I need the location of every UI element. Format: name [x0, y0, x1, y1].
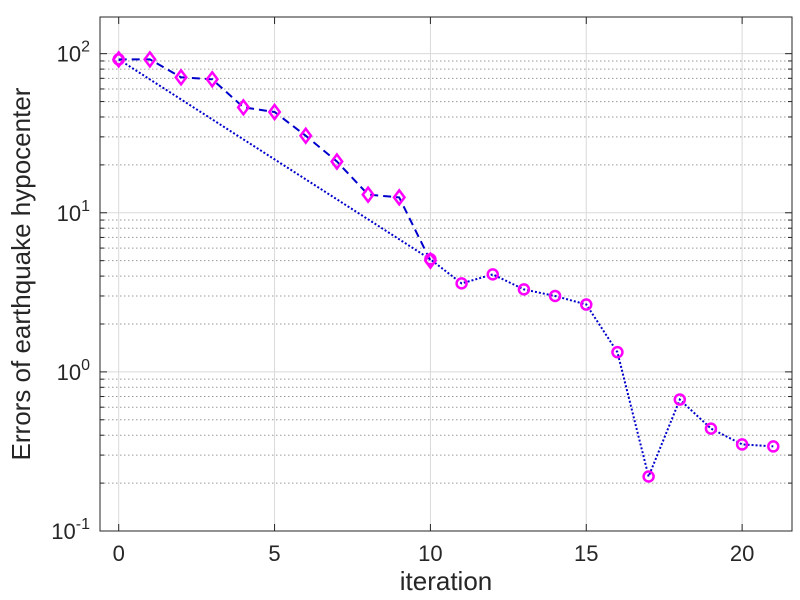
circle-marker [548, 289, 562, 303]
x-tick-label: 20 [730, 541, 754, 566]
circle-marker [673, 393, 687, 406]
circle-marker [517, 283, 531, 296]
circle-marker [580, 298, 593, 311]
circle-marker [455, 277, 468, 290]
diamond-marker [236, 98, 251, 117]
diamond-marker [361, 185, 375, 204]
diamond-marker [267, 102, 282, 122]
diamond-marker [423, 251, 438, 270]
x-tick-label: 10 [418, 541, 442, 566]
series-line-circle [118, 58, 774, 480]
circle-marker [611, 345, 624, 359]
circle-marker [486, 268, 500, 281]
circle-marker [642, 470, 655, 483]
y-tick-label: 100 [57, 357, 90, 385]
series-markers [111, 50, 780, 483]
circle-marker [735, 438, 749, 451]
diamond-marker [392, 188, 407, 207]
tick-labels: 0 5 10 15 20 10-1 100 101 102 [51, 39, 754, 566]
x-axis-label: iteration [400, 566, 493, 596]
series-lines [118, 58, 774, 480]
diamond-marker [298, 126, 313, 145]
x-tick-label: 15 [574, 541, 598, 566]
circle-marker [704, 422, 718, 435]
circle-marker [112, 53, 125, 66]
y-tick-label: 10-1 [51, 516, 90, 544]
y-tick-label: 102 [57, 39, 90, 67]
plot-frame [99, 16, 793, 532]
series-line-diamond [118, 58, 432, 262]
x-tick-label: 0 [113, 541, 125, 566]
diamond-marker [143, 50, 157, 69]
diamond-marker [174, 68, 188, 87]
diamond-marker [205, 70, 220, 89]
circle-marker [424, 253, 437, 266]
diamond-marker [330, 152, 344, 171]
y-axis-label: Errors of earthquake hypocenter [6, 87, 36, 460]
x-tick-label: 5 [268, 541, 280, 566]
circle-marker [767, 440, 780, 453]
axis-ticks [100, 17, 792, 532]
y-tick-label: 101 [57, 198, 90, 226]
grid [100, 17, 792, 532]
